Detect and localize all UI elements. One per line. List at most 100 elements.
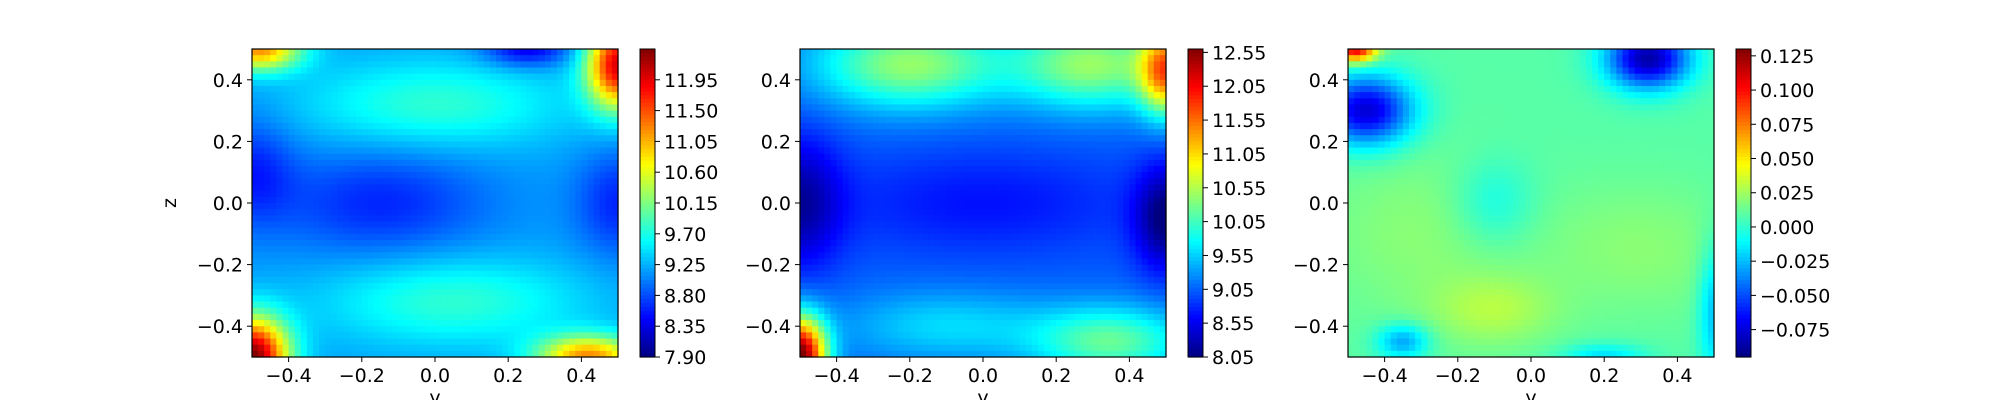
heatmap-cell (416, 326, 424, 333)
heatmap-cell (526, 209, 534, 216)
heatmap-cell (903, 283, 911, 290)
heatmap-cell (806, 264, 813, 272)
heatmap-cell (915, 215, 923, 223)
heatmap-cell (300, 301, 308, 309)
heatmap-cell (313, 332, 320, 340)
heatmap-cell (836, 215, 844, 223)
y-tick-label: 0.2 (213, 131, 243, 153)
heatmap-cell (599, 122, 607, 130)
heatmap-cell (854, 184, 862, 192)
heatmap-cell (599, 159, 607, 167)
heatmap-cell (538, 295, 546, 303)
heatmap-cell (343, 73, 351, 81)
heatmap-cell (1025, 67, 1033, 75)
heatmap-cell (465, 92, 473, 99)
heatmap-cell (599, 92, 607, 99)
heatmap-cell (909, 190, 917, 198)
heatmap-cell (861, 332, 868, 340)
heatmap-cell (489, 141, 497, 149)
heatmap-cell (557, 104, 564, 112)
heatmap-cell (428, 172, 436, 179)
heatmap-cell (343, 246, 351, 253)
heatmap-cell (928, 283, 935, 290)
heatmap-cell (915, 350, 923, 358)
heatmap-cell (514, 227, 521, 235)
heatmap-cell (800, 141, 807, 149)
heatmap-cell (435, 270, 442, 278)
heatmap-cell (343, 239, 351, 247)
heatmap-cell (386, 67, 393, 75)
heatmap-cell (380, 295, 387, 303)
heatmap-cell (1019, 320, 1027, 327)
heatmap-cell (331, 307, 338, 315)
heatmap-cell (526, 270, 534, 278)
heatmap-cell (557, 178, 564, 186)
heatmap-cell (270, 209, 277, 216)
heatmap-cell (386, 196, 393, 204)
heatmap-cell (477, 344, 485, 352)
heatmap-cell (398, 61, 406, 69)
heatmap-cell (410, 67, 418, 75)
heatmap-cell (958, 196, 966, 204)
heatmap-cell (903, 92, 911, 99)
heatmap-cell (288, 233, 296, 241)
heatmap-cell (319, 166, 326, 173)
heatmap-cell (976, 172, 984, 179)
heatmap-cell (374, 252, 381, 260)
heatmap-cell (386, 98, 393, 106)
heatmap-cell (477, 159, 485, 167)
heatmap-cell (1013, 209, 1021, 216)
heatmap-cell (282, 159, 290, 167)
heatmap-cell (367, 338, 375, 346)
heatmap-cell (398, 239, 406, 247)
heatmap-cell (300, 221, 308, 229)
heatmap-cell (282, 184, 290, 192)
heatmap-cell (483, 350, 491, 358)
heatmap-cell (836, 320, 844, 327)
heatmap-cell (867, 166, 874, 173)
heatmap-cell (903, 178, 911, 186)
heatmap-cell (264, 141, 271, 149)
heatmap-cell (983, 338, 990, 346)
heatmap-cell (581, 215, 589, 223)
heatmap-cell (611, 166, 619, 173)
heatmap-cell (976, 196, 984, 204)
heatmap-cell (989, 67, 996, 75)
heatmap-cell (946, 289, 954, 296)
heatmap-cell (489, 264, 497, 272)
heatmap-cell (1013, 227, 1021, 235)
heatmap-cell (441, 313, 448, 321)
heatmap-cell (502, 166, 509, 173)
heatmap-cell (538, 178, 546, 186)
heatmap-cell (331, 85, 338, 93)
heatmap-cell (325, 49, 332, 56)
heatmap-cell (337, 258, 345, 266)
heatmap-cell (897, 135, 905, 142)
heatmap-cell (563, 61, 570, 69)
heatmap-cell (282, 227, 290, 235)
heatmap-cell (258, 313, 265, 321)
heatmap-cell (818, 116, 825, 124)
heatmap-cell (514, 92, 521, 99)
heatmap-cell (836, 233, 844, 241)
heatmap-cell (477, 320, 485, 327)
heatmap-cell (1007, 344, 1015, 352)
heatmap-cell (331, 246, 338, 253)
heatmap-cell (897, 313, 905, 321)
heatmap-cell (581, 196, 589, 204)
heatmap-cell (441, 159, 448, 167)
heatmap-cell (575, 301, 582, 309)
heatmap-cell (995, 209, 1002, 216)
heatmap-cell (288, 79, 296, 87)
heatmap-cell (873, 153, 880, 161)
heatmap-cell (319, 246, 326, 253)
heatmap-cell (861, 313, 868, 321)
heatmap-cell (854, 85, 862, 93)
colorbar-swatch (640, 91, 655, 96)
heatmap-cell (1001, 166, 1008, 173)
heatmap-cell (812, 209, 819, 216)
heatmap-cell (806, 233, 813, 241)
heatmap-cell (581, 301, 589, 309)
heatmap-cell (800, 320, 807, 327)
heatmap-cell (812, 104, 819, 112)
